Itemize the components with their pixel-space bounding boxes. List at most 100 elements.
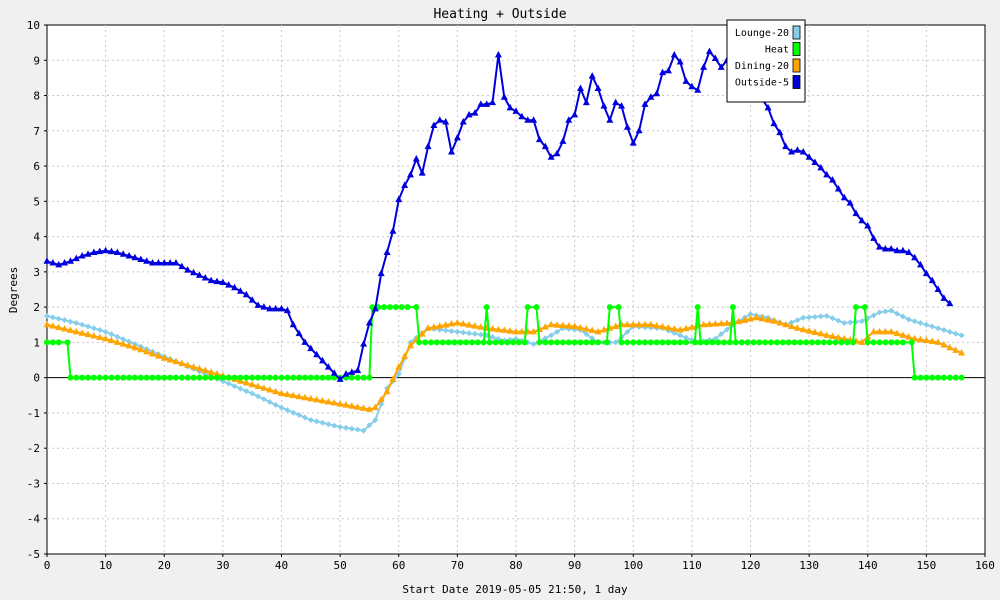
series-lounge-20-point [905, 316, 912, 323]
x-tick-label: 90 [568, 559, 581, 572]
series-heat-point [202, 374, 209, 381]
series-outside-5-point [571, 110, 579, 118]
legend-label: Lounge-20 [735, 28, 789, 39]
series-heat-point [44, 339, 50, 346]
series-lounge-20-point [589, 335, 596, 342]
series-heat-point [671, 339, 678, 346]
series-heat-point [899, 339, 906, 346]
series-outside-5-point [207, 276, 215, 284]
series-heat-point [73, 374, 80, 381]
series-lounge-20-point [489, 334, 496, 341]
series-lounge-20-point [876, 309, 883, 316]
series-heat [44, 304, 965, 381]
series-dining-20-point [160, 354, 168, 361]
series-heat-point [457, 339, 464, 346]
series-dining-20-point [289, 391, 297, 399]
series-heat-point [935, 374, 942, 381]
series-dining-20-point [764, 316, 772, 323]
series-heat-point [386, 304, 393, 311]
series-heat-point [940, 374, 947, 381]
series-outside-5-point [190, 268, 198, 276]
series-dining-20-point [723, 319, 731, 326]
y-tick-label: -3 [27, 477, 40, 490]
legend-label: Outside-5 [735, 78, 789, 89]
series-outside-5-point [383, 248, 391, 255]
series-outside-5-point [248, 296, 256, 303]
series-outside-5-point [635, 126, 643, 134]
series-heat-point [785, 339, 792, 346]
series-lounge-20-point [102, 328, 109, 335]
series-heat-point [445, 339, 452, 346]
series-outside-5-point [389, 227, 397, 234]
series-heat-point [102, 374, 109, 381]
series-outside-5-point [588, 72, 596, 79]
series-outside-5-point [278, 304, 285, 312]
series-outside-5-point [700, 63, 708, 70]
series-dining-20-point [84, 330, 92, 338]
series-outside-5-point [764, 103, 772, 111]
series-outside-5-point [137, 255, 145, 263]
series-dining-20-point [43, 320, 51, 328]
series-outside-5-point [412, 155, 420, 162]
series-outside-5-point [864, 222, 872, 229]
y-tick-label: 6 [33, 160, 40, 173]
series-outside-5-point [518, 112, 526, 120]
series-dining-20-point [260, 384, 268, 391]
series-heat-point [559, 339, 566, 346]
series-heat-point [624, 339, 631, 346]
series-heat-point [480, 339, 487, 346]
series-heat-point [184, 374, 191, 381]
series-dining-20-point [494, 325, 502, 333]
series-lounge-20-point [530, 341, 537, 348]
series-outside-5-point [360, 340, 368, 347]
series-dining-20-point [453, 319, 461, 326]
series-heat-point [882, 339, 889, 346]
series-heat-point [260, 374, 267, 381]
series-lounge-20-point [319, 419, 326, 426]
series-outside-5-point [829, 176, 837, 183]
series-heat-point [732, 339, 739, 346]
series-lounge-20-point [899, 313, 906, 320]
series-dining-20-point [940, 341, 948, 348]
series-heat-point [762, 339, 769, 346]
series-lounge-20-point [471, 330, 478, 337]
series-heat-point [703, 339, 710, 346]
series-heat-point [653, 339, 660, 346]
series-outside-5-point [694, 86, 702, 93]
legend-swatch [792, 42, 801, 56]
series-dining-20-point [424, 324, 432, 331]
series-outside-5-point [430, 121, 438, 129]
series-lounge-20-point [325, 421, 332, 428]
series-outside-5-point [295, 329, 303, 337]
series-lounge-20-point [718, 331, 725, 338]
series-heat-point [814, 339, 821, 346]
series-heat-point [392, 304, 399, 311]
series-outside-5-point [899, 246, 907, 254]
series-dining-20-point [354, 403, 362, 410]
series-lounge-20-point [870, 312, 877, 319]
series-outside-5-point [401, 181, 409, 188]
series-lounge-20-point [44, 312, 50, 319]
series-dining-20-point [61, 324, 69, 332]
series-outside-5-point [319, 356, 327, 364]
series-dining-20-point [881, 327, 889, 335]
series-dining-20-point [55, 323, 63, 331]
series-lounge-20-point [800, 314, 807, 321]
series-heat-point [603, 339, 610, 346]
series-dining-20-point [313, 395, 321, 403]
series-heat-point [744, 339, 751, 346]
series-lounge-20-point [835, 317, 842, 324]
series-dining-20-point [635, 320, 643, 328]
series-dining-20-point [506, 327, 514, 334]
series-heat-point [313, 374, 320, 381]
series-heat-point [504, 339, 511, 346]
series-dining-20-point [571, 322, 579, 330]
series-lounge-20-point [823, 312, 830, 319]
series-heat-point [618, 339, 625, 346]
series-dining-20-point [137, 345, 145, 353]
series-lounge-20-point [683, 334, 690, 341]
series-outside-5-point [242, 290, 250, 298]
series-outside-5-point [893, 246, 901, 254]
series-dining-20-point [172, 357, 180, 365]
series-dining-20-point [342, 401, 350, 408]
